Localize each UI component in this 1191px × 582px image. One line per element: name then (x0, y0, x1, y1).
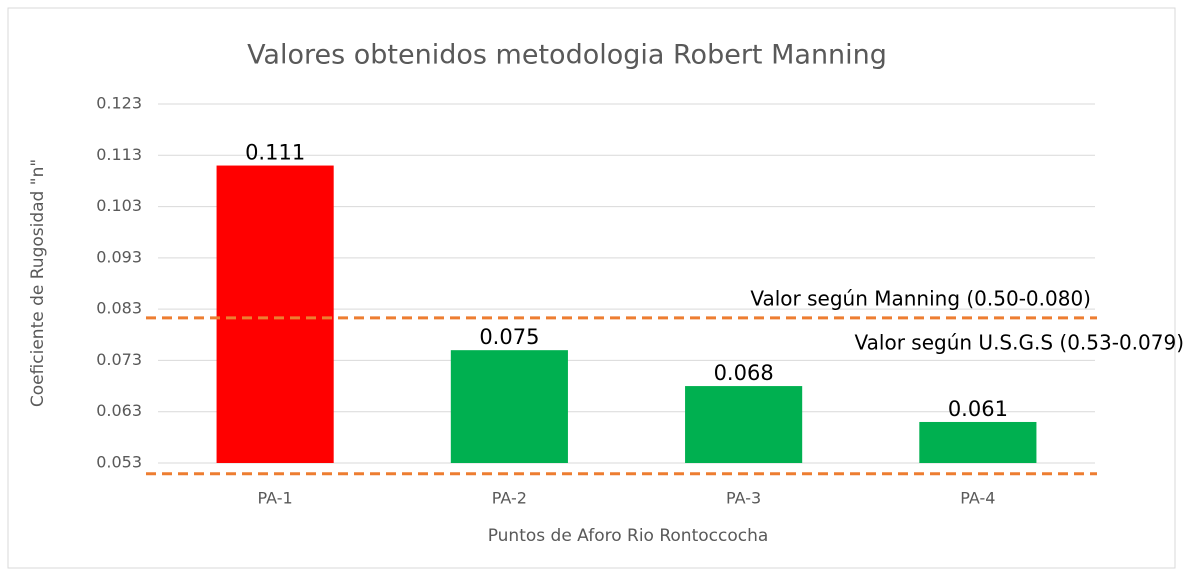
x-axis-title: Puntos de Aforo Rio Rontoccocha (488, 526, 769, 546)
y-tick-label: 0.073 (96, 350, 142, 369)
data-label: 0.075 (479, 325, 539, 349)
y-tick-label: 0.123 (96, 94, 142, 113)
bar (685, 386, 803, 463)
data-label: 0.068 (714, 361, 774, 385)
y-axis-title: Coeficiente de Rugosidad "n" (28, 159, 48, 407)
y-tick-label: 0.093 (96, 247, 142, 266)
y-tick-label: 0.063 (96, 401, 142, 420)
y-tick-label: 0.113 (96, 145, 142, 164)
bar (450, 350, 568, 463)
x-tick-label: PA-4 (960, 489, 995, 508)
x-tick-label: PA-2 (492, 489, 527, 508)
data-label: 0.061 (948, 397, 1008, 421)
chart-title: Valores obtenidos metodologia Robert Man… (247, 40, 887, 71)
data-label: 0.111 (245, 141, 305, 165)
y-tick-label: 0.083 (96, 299, 142, 318)
y-tick-label: 0.103 (96, 196, 142, 215)
x-tick-label: PA-3 (726, 489, 761, 508)
reference-label: Valor según U.S.G.S (0.53-0.079) (855, 331, 1184, 355)
x-tick-label: PA-1 (258, 489, 293, 508)
bar (919, 421, 1037, 463)
reference-label: Valor según Manning (0.50-0.080) (750, 286, 1091, 310)
y-tick-label: 0.053 (96, 453, 142, 472)
bar (216, 165, 334, 464)
